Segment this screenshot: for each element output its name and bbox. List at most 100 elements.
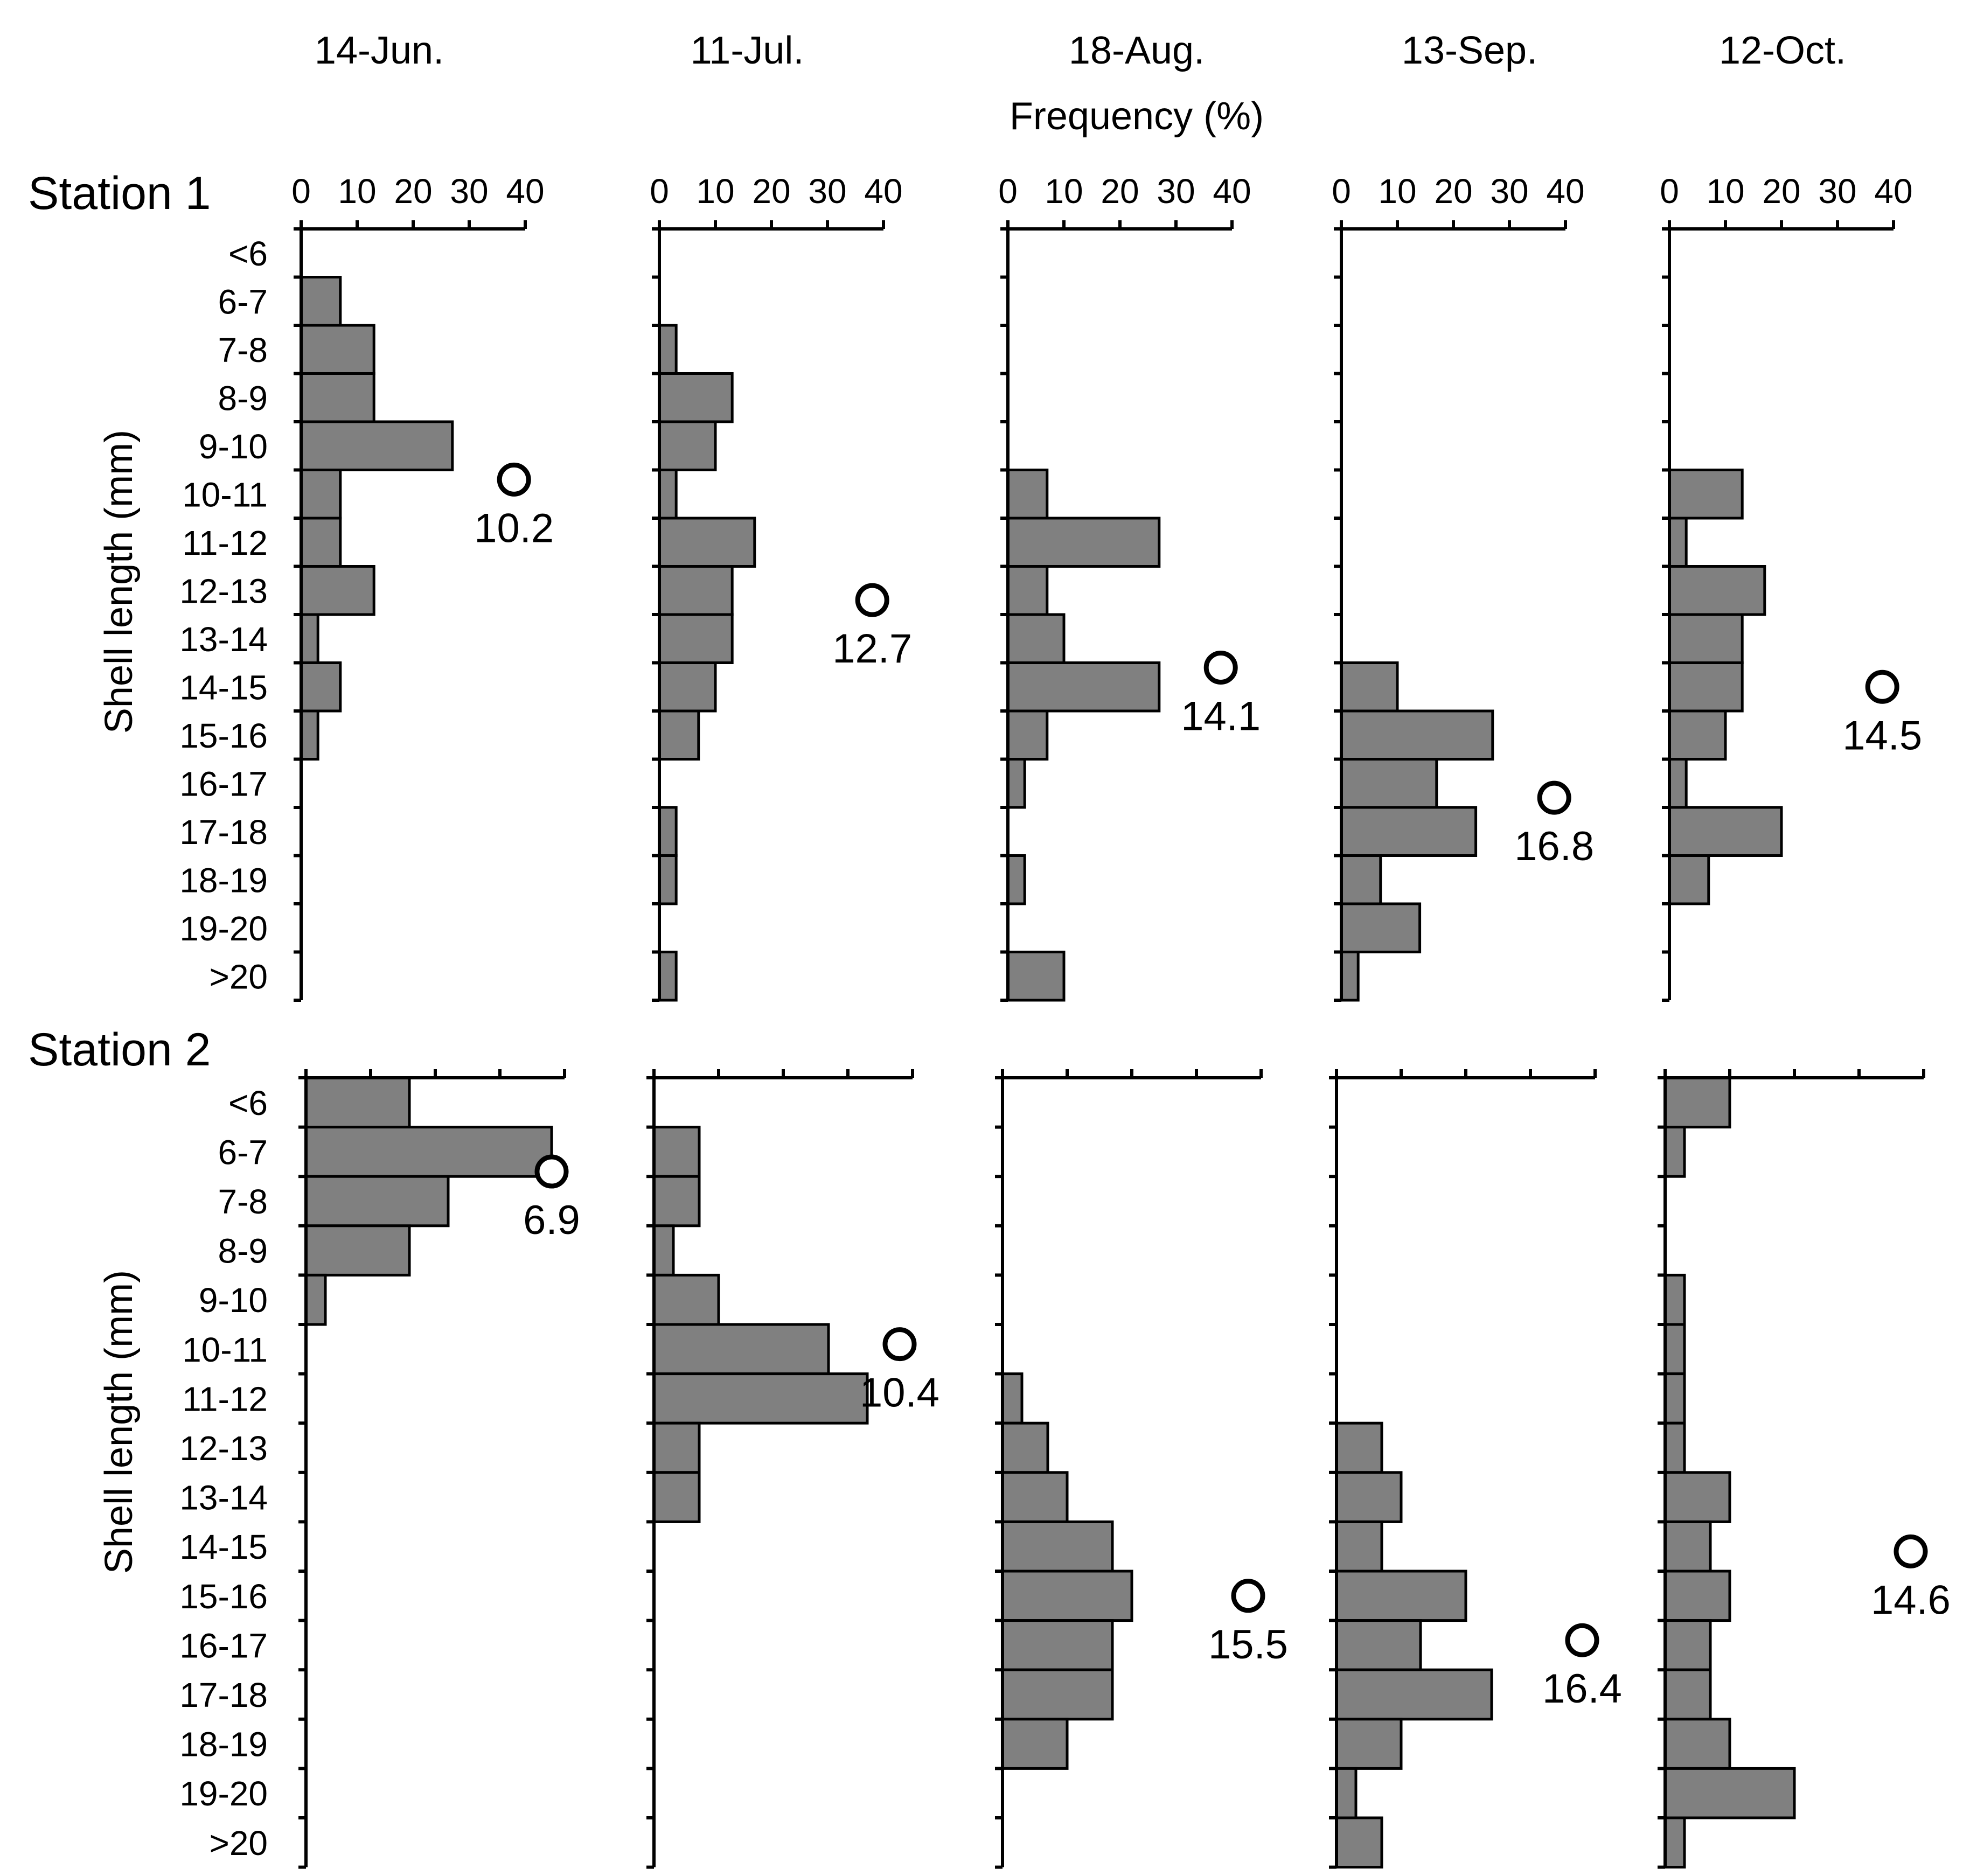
- panel-s1-2: 0 10 20 30 40 12.7: [650, 172, 912, 1002]
- x-tick-label-2-3: 30: [808, 172, 846, 211]
- bar-s1-5-9: [1668, 613, 1744, 664]
- bar-s2-5-5: [1663, 1273, 1686, 1326]
- plot-grid: 14-Jun. 11-Jul. 18-Aug. 13-Sep. 12-Oct. Stati…: [28, 29, 1951, 1869]
- bar-s2-4-16: [1335, 1816, 1383, 1869]
- bar-s2-5-2: [1663, 1126, 1686, 1178]
- category-label-s1-14: 18-19: [179, 861, 268, 899]
- bar-s2-2-4: [652, 1224, 675, 1277]
- bar-s2-3-11: [1001, 1570, 1133, 1622]
- bar-s1-5-10: [1668, 661, 1744, 713]
- panel-s2-2: 10.4: [646, 1069, 939, 1869]
- mean-label-s2-5: 14.6: [1871, 1577, 1951, 1623]
- x-tick-label-1-1: 10: [338, 172, 376, 211]
- bar-s2-3-7: [1001, 1372, 1024, 1425]
- bar-s2-3-8: [1001, 1421, 1049, 1474]
- date-header-4: 13-Sep.: [1402, 29, 1537, 72]
- bar-s1-2-3: [658, 324, 678, 375]
- bar-s2-2-6: [652, 1323, 830, 1376]
- bar-s2-1-1: [304, 1076, 411, 1129]
- category-label-s2-15: 19-20: [179, 1774, 268, 1813]
- mean-marker-s2-3: [1231, 1579, 1265, 1613]
- bar-s1-1-7: [300, 517, 342, 568]
- bar-s1-2-16: [658, 951, 678, 1002]
- bar-s2-4-9: [1335, 1471, 1403, 1523]
- bar-s2-4-8: [1335, 1421, 1383, 1474]
- category-label-s2-13: 17-18: [179, 1676, 268, 1714]
- category-label-s2-8: 12-13: [179, 1429, 268, 1468]
- x-tick-label-3-1: 10: [1045, 172, 1083, 211]
- category-label-s2-12: 16-17: [179, 1626, 268, 1665]
- bar-s1-1-11: [300, 709, 319, 761]
- x-tick-label-3-4: 40: [1213, 172, 1251, 211]
- date-header-2: 11-Jul.: [691, 29, 804, 72]
- category-label-s1-6: 10-11: [182, 475, 268, 514]
- shell-length-axis-title-2: Shell length (mm): [98, 1270, 141, 1574]
- mean-marker-s1-2: [855, 583, 889, 617]
- category-label-s1-10: 14-15: [179, 668, 268, 707]
- panel-s2-3: 15.5: [995, 1069, 1288, 1869]
- bar-s1-2-13: [658, 806, 678, 857]
- category-label-s2-1: <6: [228, 1084, 268, 1122]
- panel-s2-4: 16.4: [1329, 1069, 1622, 1869]
- category-label-s1-1: <6: [228, 234, 268, 273]
- mean-label-s1-3: 14.1: [1181, 693, 1261, 739]
- bar-s2-5-6: [1663, 1323, 1686, 1376]
- mean-label-s1-4: 16.8: [1514, 824, 1594, 869]
- bar-s1-5-8: [1668, 565, 1766, 616]
- mean-marker-s2-1: [534, 1154, 569, 1189]
- bar-s2-4-15: [1335, 1767, 1358, 1819]
- panel-s1-4: 0 10 20 30 40 16.8: [1332, 172, 1594, 1002]
- category-label-s2-11: 15-16: [179, 1577, 268, 1616]
- category-label-s1-9: 13-14: [179, 620, 268, 659]
- category-label-s1-3: 7-8: [218, 331, 268, 369]
- bar-s1-2-14: [658, 854, 678, 905]
- bar-s1-3-6: [1006, 469, 1049, 520]
- bar-s1-3-7: [1006, 517, 1161, 568]
- bar-s1-5-14: [1668, 854, 1710, 905]
- bar-s2-5-1: [1663, 1076, 1731, 1129]
- bar-s1-1-4: [300, 372, 375, 423]
- bar-s1-3-12: [1006, 758, 1026, 809]
- bar-s1-5-12: [1668, 758, 1688, 809]
- x-tick-label-1-2: 20: [394, 172, 432, 211]
- x-tick-label-3-2: 20: [1101, 172, 1139, 211]
- category-label-s1-11: 15-16: [179, 716, 268, 755]
- bar-s2-1-5: [304, 1273, 327, 1326]
- bar-s1-3-16: [1006, 951, 1066, 1002]
- date-header-5: 12-Oct.: [1719, 29, 1846, 72]
- x-tick-label-4-0: 0: [1332, 172, 1351, 211]
- category-label-s2-4: 8-9: [218, 1232, 268, 1271]
- bar-s2-5-12: [1663, 1619, 1712, 1671]
- date-header-3: 18-Aug.: [1069, 29, 1205, 72]
- bar-s1-2-7: [658, 517, 756, 568]
- bar-s1-2-9: [658, 613, 734, 664]
- bar-s2-3-12: [1001, 1619, 1114, 1671]
- category-label-s2-5: 9-10: [199, 1281, 268, 1320]
- category-label-s2-9: 13-14: [179, 1479, 268, 1517]
- category-label-s2-3: 7-8: [218, 1182, 268, 1221]
- x-tick-label-2-1: 10: [696, 172, 734, 211]
- bar-s1-1-2: [300, 276, 342, 327]
- station-label-1: Station 1: [28, 168, 211, 219]
- mean-label-s1-1: 10.2: [474, 505, 554, 551]
- mean-label-s2-1: 6.9: [523, 1197, 580, 1243]
- bar-s1-3-11: [1006, 709, 1049, 761]
- bar-s1-4-10: [1340, 661, 1399, 713]
- bar-s2-4-14: [1335, 1718, 1403, 1770]
- bar-s1-4-16: [1340, 951, 1360, 1002]
- bar-s1-3-8: [1006, 565, 1049, 616]
- x-tick-label-2-4: 40: [864, 172, 902, 211]
- category-label-s2-14: 18-19: [179, 1725, 268, 1764]
- bar-s2-5-8: [1663, 1421, 1686, 1474]
- mean-marker-s1-4: [1537, 780, 1571, 815]
- category-label-s1-2: 6-7: [218, 282, 268, 321]
- bar-s1-4-14: [1340, 854, 1382, 905]
- category-label-s1-16: >20: [209, 957, 268, 996]
- bar-s1-1-10: [300, 661, 342, 713]
- bar-s1-4-11: [1340, 709, 1494, 761]
- bar-s1-3-14: [1006, 854, 1026, 905]
- bar-s2-5-9: [1663, 1471, 1731, 1523]
- mean-marker-s2-4: [1565, 1623, 1599, 1657]
- mean-label-s1-5: 14.5: [1842, 713, 1922, 758]
